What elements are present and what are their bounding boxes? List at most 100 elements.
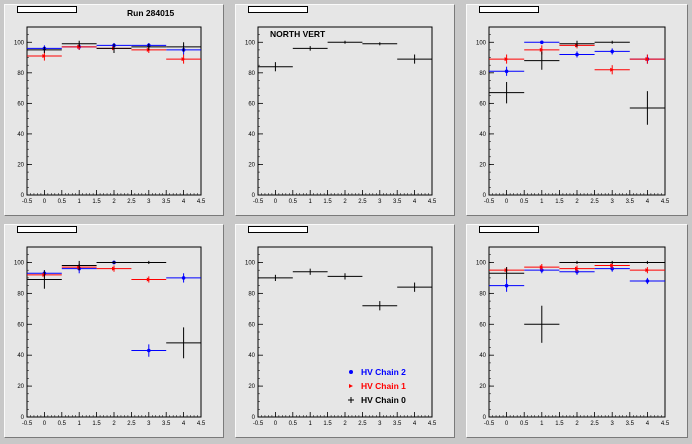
y-tick-label: 20: [479, 162, 486, 168]
data-point: [524, 40, 560, 45]
data-point: [166, 327, 201, 359]
data-point: [594, 65, 630, 75]
x-tick-label: 1: [309, 199, 313, 205]
y-tick-label: 40: [248, 353, 255, 359]
x-tick-label: 1: [540, 199, 544, 205]
y-tick-label: 20: [17, 384, 24, 390]
data-point: [524, 305, 560, 343]
legend-label: HV Chain 0: [361, 395, 406, 405]
data-point: [327, 273, 363, 280]
data-point: [559, 40, 595, 47]
x-tick-label: 3: [378, 421, 382, 427]
data-point: [327, 40, 363, 44]
y-tick-label: 0: [483, 193, 487, 199]
x-tick-label: 0: [505, 421, 509, 427]
x-tick-label: 0.5: [520, 199, 529, 205]
x-tick-label: 1.5: [555, 421, 564, 427]
y-tick-label: 40: [17, 353, 24, 359]
y-tick-label: 80: [17, 71, 24, 77]
x-tick-label: 1.5: [92, 199, 101, 205]
x-tick-label: 3: [611, 421, 615, 427]
x-tick-label: 0: [43, 199, 47, 205]
data-point: [258, 62, 293, 72]
y-tick-label: 60: [248, 101, 255, 107]
plot-frame: [26, 246, 202, 418]
plot-frame: [257, 246, 433, 418]
data-point: [397, 282, 432, 292]
data-point: [362, 301, 398, 311]
x-tick-label: 1.5: [555, 199, 564, 205]
x-tick-label: 3.5: [626, 421, 635, 427]
data-point: [489, 54, 525, 64]
data-point: [629, 260, 665, 264]
x-tick-label: 2.5: [590, 199, 599, 205]
panel-2: -0.5 0 0.5 1 1.5 2 2.5 3 3.5 4 4.5 0 20 40 60 80 100 NORT…: [235, 4, 455, 216]
x-tick-label: 3.5: [162, 421, 171, 427]
data-point: [96, 265, 132, 272]
x-tick-label: 4.5: [197, 421, 206, 427]
x-tick-label: 3.5: [626, 199, 635, 205]
y-tick-label: 20: [17, 162, 24, 168]
x-tick-label: 4: [646, 199, 650, 205]
y-tick-label: 60: [479, 101, 486, 107]
x-tick-label: 1: [78, 421, 82, 427]
data-point: [594, 40, 630, 44]
x-tick-label: 4: [413, 199, 417, 205]
data-point: [559, 51, 595, 58]
x-tick-label: 1.5: [323, 421, 332, 427]
panel-title-box: [248, 226, 308, 233]
y-tick-label: 100: [14, 40, 25, 46]
data-point: [524, 264, 560, 271]
run-label: Run 284015: [127, 8, 175, 18]
data-point: [489, 267, 525, 280]
x-tick-label: 2: [112, 421, 116, 427]
data-point: [489, 66, 525, 76]
data-point: [559, 260, 595, 264]
x-tick-label: -0.5: [253, 199, 264, 205]
panel-title-box: [479, 6, 539, 13]
y-tick-label: 40: [479, 132, 486, 138]
plot-frame: [26, 26, 202, 196]
panel-1: -0.5 0 0.5 1 1.5 2 2.5 3 3.5 4 4.5 0 20 40 60 80 100 Run …: [4, 4, 224, 216]
x-tick-label: 3: [147, 421, 151, 427]
x-tick-label: 4.5: [661, 199, 670, 205]
data-point: [166, 54, 201, 64]
y-tick-label: 80: [248, 71, 255, 77]
legend-entry: HV Chain 1: [349, 381, 406, 391]
data-point: [397, 54, 432, 64]
y-tick-label: 0: [21, 193, 25, 199]
x-tick-label: 3: [378, 199, 382, 205]
data-point: [131, 344, 167, 357]
x-tick-label: 4: [182, 199, 186, 205]
x-tick-label: 0.5: [58, 421, 67, 427]
plot-frame: [488, 246, 666, 418]
x-tick-label: 0.5: [289, 421, 298, 427]
data-point: [524, 51, 560, 70]
x-tick-label: -0.5: [22, 199, 33, 205]
data-point: [166, 42, 201, 52]
x-tick-label: 3.5: [393, 421, 402, 427]
y-tick-label: 20: [479, 384, 486, 390]
x-tick-label: -0.5: [484, 199, 495, 205]
panel-3: -0.5 0 0.5 1 1.5 2 2.5 3 3.5 4 4.5 0 20 40 60 80 100: [466, 4, 688, 216]
y-tick-label: 40: [248, 132, 255, 138]
x-tick-label: 4.5: [197, 199, 206, 205]
x-tick-label: 1: [309, 421, 313, 427]
x-tick-label: 3: [147, 199, 151, 205]
x-tick-label: 3: [611, 199, 615, 205]
y-tick-label: 80: [479, 71, 486, 77]
panel-4: -0.5 0 0.5 1 1.5 2 2.5 3 3.5 4 4.5 0 20 40 60 80 100: [4, 224, 224, 438]
x-tick-label: 0: [274, 421, 278, 427]
x-tick-label: 2: [343, 199, 347, 205]
panel-title-box: [17, 226, 77, 233]
x-tick-label: 1: [540, 421, 544, 427]
legend-label: HV Chain 2: [361, 367, 406, 377]
x-tick-label: 0.5: [289, 199, 298, 205]
y-tick-label: 0: [483, 415, 487, 421]
x-tick-label: 4.5: [428, 421, 437, 427]
x-tick-label: 0.5: [58, 199, 67, 205]
panel-6: -0.5 0 0.5 1 1.5 2 2.5 3 3.5 4 4.5 0 20 40 60 80 100: [466, 224, 688, 438]
x-tick-label: 2: [343, 421, 347, 427]
chart-svg: -0.5 0 0.5 1 1.5 2 2.5 3 3.5 4 4.5020406080100NORT…: [245, 26, 437, 205]
